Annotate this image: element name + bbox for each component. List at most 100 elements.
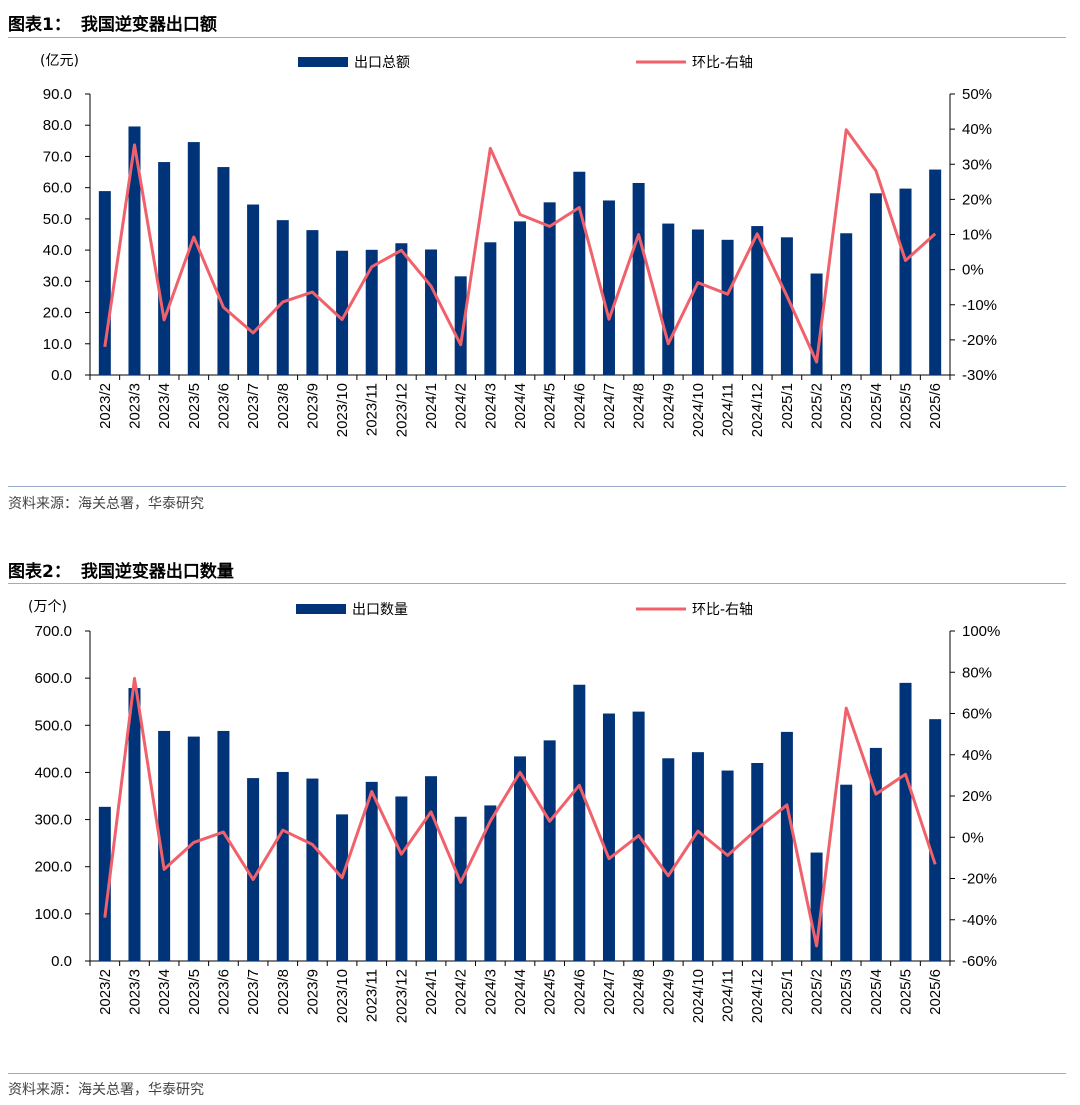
x-tick-label: 2024/9 [660,383,677,429]
x-tick-label: 2025/4 [868,383,885,429]
x-tick-label: 2024/12 [749,383,766,437]
x-tick-label: 2024/3 [482,383,499,429]
x-tick-label: 2023/3 [126,383,143,429]
bar [336,250,349,375]
y-left-tick-label: 700.0 [34,623,72,640]
x-tick-label: 2024/6 [571,383,588,429]
bar [721,239,734,375]
bar [425,249,438,375]
y-left-tick-label: 60.0 [43,180,72,197]
bar [869,747,882,961]
bar [158,162,171,375]
x-tick-label: 2024/8 [631,383,648,429]
x-tick-label: 2023/8 [275,969,292,1015]
y-right-tick-label: 100% [962,623,1000,640]
x-tick-label: 2024/1 [423,383,440,429]
bar [691,752,704,961]
bar [247,204,260,375]
x-tick-label: 2023/9 [304,383,321,429]
bar [484,805,497,961]
y-left-tick-label: 300.0 [34,812,72,829]
bar [840,784,853,961]
y-right-tick-label: 60% [962,706,992,723]
figure-2-bottom-rule [8,1073,1066,1074]
figure-1-caption: 我国逆变器出口额 [80,15,217,35]
x-tick-label: 2025/3 [838,383,855,429]
bar [602,200,615,375]
y-left-tick-label: 10.0 [43,336,72,353]
bar [187,142,200,375]
bar [751,226,764,375]
bar [365,249,378,375]
y-left-tick-label: 600.0 [34,670,72,687]
y-right-tick-label: 80% [962,664,992,681]
x-tick-label: 2024/5 [542,969,559,1015]
bar [395,796,408,961]
bar [899,188,912,375]
bar [543,202,556,375]
y-right-tick-label: -40% [962,912,997,929]
bar [365,781,378,961]
y-right-tick-label: -20% [962,871,997,888]
figure-1-bottom-rule [8,486,1066,487]
x-tick-label: 2024/2 [453,969,470,1015]
x-tick-label: 2023/2 [97,383,114,429]
y-left-tick-label: 500.0 [34,717,72,734]
bar [514,756,526,961]
bar [98,806,111,961]
figure-1-label: 图表1： [8,15,71,35]
y-left-tick-label: 30.0 [43,273,72,290]
bar [840,233,853,375]
x-tick-label: 2024/4 [512,969,529,1015]
legend-line-label: 环比-右轴 [692,602,753,618]
bar [276,220,289,375]
y-right-tick-label: 10% [962,227,992,244]
bar [632,182,645,375]
x-tick-label: 2023/8 [275,383,292,429]
y-left-tick-label: 70.0 [43,148,72,165]
y-right-tick-label: -10% [962,297,997,314]
x-tick-label: 2024/5 [542,383,559,429]
bar [306,230,319,375]
figure-2-label: 图表2： [8,562,71,582]
x-tick-label: 2023/10 [334,383,351,437]
x-tick-label: 2025/4 [868,969,885,1015]
x-tick-label: 2023/12 [393,383,410,437]
y-left-tick-label: 200.0 [34,859,72,876]
x-tick-label: 2023/7 [245,969,262,1015]
mom-line [103,128,937,364]
x-tick-label: 2023/6 [215,969,232,1015]
figure-2-top-rule [8,583,1066,584]
x-tick-label: 2023/4 [156,383,173,429]
bar [187,736,200,961]
bar [543,740,556,961]
x-tick-label: 2025/2 [809,383,826,429]
y-right-tick-label: 20% [962,191,992,208]
x-tick-label: 2024/11 [720,969,737,1022]
x-tick-label: 2023/11 [364,383,381,436]
bar [869,193,882,375]
bar [929,719,942,961]
figure-1-title: 图表1： 我国逆变器出口额 [8,10,217,35]
bar [662,223,675,375]
legend-bar-label: 出口总额 [354,55,410,71]
x-tick-label: 2024/9 [660,969,677,1015]
bar [573,171,586,375]
y-left-tick-label: 80.0 [43,117,72,134]
bar [276,771,289,961]
y-right-tick-label: 40% [962,121,992,138]
x-tick-label: 2023/6 [215,383,232,429]
bar [751,763,764,961]
x-tick-label: 2024/8 [631,969,648,1015]
x-tick-label: 2024/4 [512,383,529,429]
y-left-tick-label: 90.0 [43,86,72,103]
figure-2-title: 图表2： 我国逆变器出口数量 [8,557,234,582]
bar [514,221,526,375]
figure-2-source: 资料来源：海关总署，华泰研究 [8,1082,204,1098]
bar [158,730,171,961]
legend-bar-swatch [298,57,348,67]
x-tick-label: 2023/11 [364,969,381,1022]
bar [247,778,260,961]
bar [780,731,793,961]
bar [929,169,942,375]
